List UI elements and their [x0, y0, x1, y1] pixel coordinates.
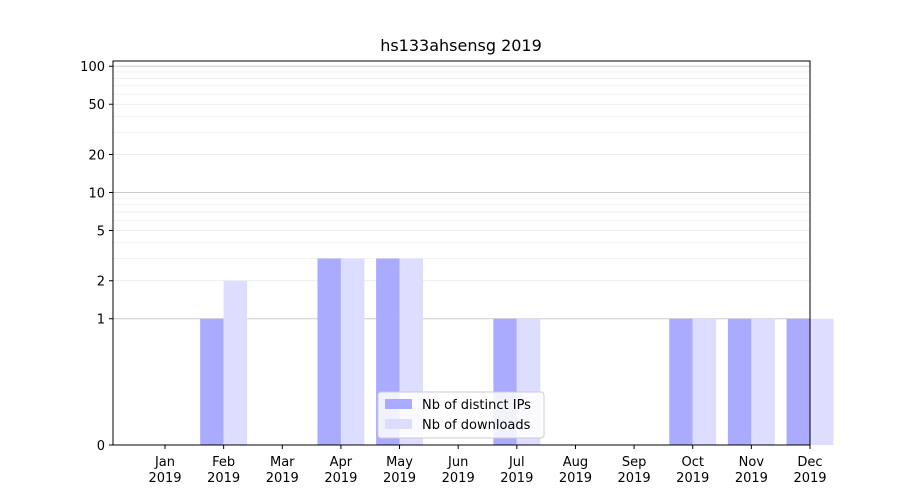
legend-box [377, 391, 545, 439]
bar-ips [669, 318, 693, 445]
bar-downloads [692, 318, 717, 445]
x-tick-label: Apr 2019 [324, 455, 357, 486]
x-tick-label: Aug 2019 [559, 455, 592, 486]
x-tick-label: May 2019 [383, 455, 416, 486]
x-tick-label: Nov 2019 [735, 455, 768, 486]
bar-downloads [751, 318, 775, 445]
legend-label: Nb of distinct IPs [422, 398, 531, 413]
bar-downloads [340, 258, 365, 445]
x-tick-label: Jan 2019 [148, 455, 181, 486]
y-tick-label: 100 [80, 60, 105, 75]
y-tick-label: 20 [88, 148, 105, 163]
legend-swatch [385, 419, 412, 429]
x-tick-label: Feb 2019 [207, 455, 240, 486]
bar-ips [200, 318, 224, 445]
x-axis: Jan 2019 Feb 2019 Mar 2019 Apr 2019 May 2019 Jun 20… [148, 445, 827, 486]
x-tick-label: Sep 2019 [618, 455, 651, 486]
x-tick-label: Dec 2019 [793, 455, 826, 486]
y-axis: 0 1 2 5 10 20 50 100 [80, 60, 113, 454]
plot-frame [112, 60, 811, 446]
bar-ips [786, 318, 810, 445]
y-tick-label: 0 [97, 439, 105, 454]
y-tick-label: 2 [97, 275, 105, 290]
bar-downloads [810, 318, 834, 445]
bars [200, 258, 834, 445]
y-tick-label: 1 [97, 313, 105, 328]
legend: Nb of distinct IPs Nb of downloads [377, 391, 545, 439]
x-tick-label: Mar 2019 [266, 455, 299, 486]
y-tick-label: 50 [88, 98, 105, 113]
bar-downloads [223, 280, 248, 445]
x-tick-label: Jun 2019 [442, 455, 475, 486]
legend-label: Nb of downloads [422, 418, 531, 433]
y-tick-label: 10 [88, 186, 105, 201]
bar-ips [317, 258, 341, 445]
bar-ips [727, 318, 752, 445]
chart-title: hs133ahsensg 2019 [380, 36, 542, 55]
x-tick-label: Oct 2019 [676, 455, 709, 486]
grid [113, 65, 810, 320]
x-tick-label: Jul 2019 [500, 455, 533, 486]
y-tick-label: 5 [97, 224, 105, 239]
legend-swatch [385, 399, 412, 409]
